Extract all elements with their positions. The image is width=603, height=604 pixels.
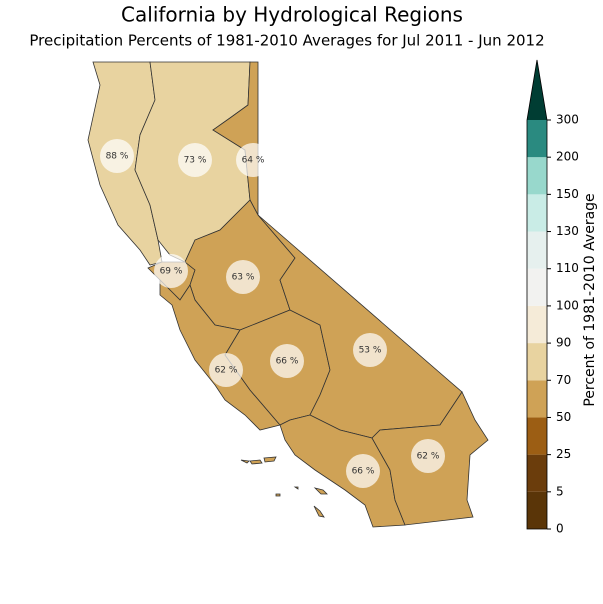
label-badge: [346, 454, 380, 488]
label-badge: [100, 139, 134, 173]
colorbar-label: Percent of 1981-2010 Average: [582, 193, 598, 406]
region-label: 62 %: [215, 366, 238, 376]
colorbar-bin: [527, 157, 547, 195]
colorbar-tick-label: 200: [556, 150, 579, 164]
colorbar-tick-label: 5: [556, 484, 564, 498]
label-badge: [154, 254, 188, 288]
colorbar-bin: [527, 194, 547, 232]
colorbar-tick-label: 300: [556, 113, 579, 127]
label-badge: [411, 439, 445, 473]
region-label: 88 %: [106, 152, 129, 162]
region-label: 69 %: [160, 267, 183, 277]
region-label: 63 %: [232, 273, 255, 283]
colorbar-bin: [527, 417, 547, 455]
label-badge: [178, 143, 212, 177]
map-title: California by Hydrological Regions: [121, 3, 463, 27]
colorbar-bin: [527, 120, 547, 158]
colorbar-tick-label: 25: [556, 447, 571, 461]
colorbar-tick-label: 150: [556, 187, 579, 201]
colorbar-bin: [527, 268, 547, 306]
colorbar-bin: [527, 231, 547, 269]
colorbar-tick-label: 100: [556, 298, 579, 312]
region-label: 62 %: [417, 452, 440, 462]
label-badge: [209, 353, 243, 387]
colorbar-tick-label: 90: [556, 336, 571, 350]
region-label: 66 %: [276, 357, 299, 367]
label-badge: [226, 260, 260, 294]
colorbar-tick-label: 70: [556, 373, 571, 387]
label-badge: [270, 344, 304, 378]
colorbar-outline: [526, 59, 548, 530]
region-label: 73 %: [184, 156, 207, 166]
region-label: 66 %: [352, 467, 375, 477]
islands: [240, 456, 328, 518]
map-subtitle: Precipitation Percents of 1981-2010 Aver…: [29, 32, 544, 50]
colorbar-bin: [527, 380, 547, 418]
label-badge: [353, 333, 387, 367]
colorbar: 0 5 25 50 70 90 100 110 130 150 200 300: [526, 59, 579, 536]
label-badge: [236, 143, 270, 177]
colorbar-tick-label: 50: [556, 410, 571, 424]
colorbar-tick-label: 110: [556, 261, 579, 275]
colorbar-bin: [527, 305, 547, 344]
region-labels: 88 % 73 % 64 % 69 % 63 % 62 % 66 % 53 % 66 % 62 %: [100, 139, 445, 488]
region-label: 53 %: [359, 346, 382, 356]
colorbar-tick-label: 0: [556, 522, 564, 536]
colorbar-bin: [527, 454, 547, 492]
colorbar-extend: [527, 60, 547, 120]
region-label: 64 %: [242, 156, 265, 166]
colorbar-bin: [527, 343, 547, 381]
colorbar-bin: [527, 491, 547, 529]
colorbar-tick-label: 130: [556, 224, 579, 238]
